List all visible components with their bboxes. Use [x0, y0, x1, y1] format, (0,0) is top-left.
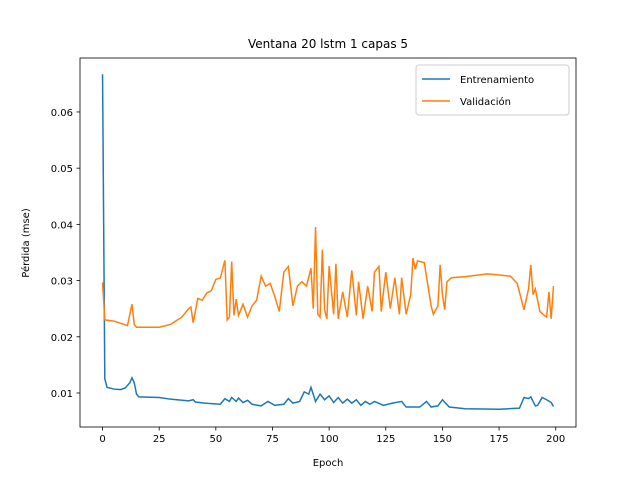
y-tick-label: 0.04: [51, 220, 73, 231]
x-tick-label: 100: [320, 434, 339, 445]
series-line: [101, 74, 555, 411]
x-axis-label: Epoch: [313, 458, 344, 469]
y-tick-label: 0.02: [51, 333, 73, 344]
x-tick-label: 150: [433, 434, 452, 445]
chart-title: Ventana 20 lstm 1 capas 5: [248, 37, 408, 51]
x-tick-label: 75: [266, 434, 279, 445]
legend-label: Validación: [460, 96, 511, 108]
x-tick-label: 200: [546, 434, 565, 445]
x-tick-label: 175: [490, 434, 509, 445]
legend-box: [415, 64, 570, 116]
x-tick-label: 50: [209, 434, 222, 445]
x-tick-label: 0: [99, 434, 105, 445]
y-tick-label: 0.05: [51, 164, 73, 175]
y-axis-label: Pérdida (mse): [20, 208, 32, 278]
x-tick-label: 25: [153, 434, 166, 445]
plot-frame: [79, 57, 577, 428]
x-tick-label: 125: [376, 434, 395, 445]
y-tick-label: 0.01: [51, 389, 73, 400]
series-line: [101, 227, 555, 328]
legend-label: Entrenamiento: [460, 75, 534, 86]
y-tick-label: 0.03: [51, 277, 73, 288]
y-tick-label: 0.06: [51, 108, 73, 119]
